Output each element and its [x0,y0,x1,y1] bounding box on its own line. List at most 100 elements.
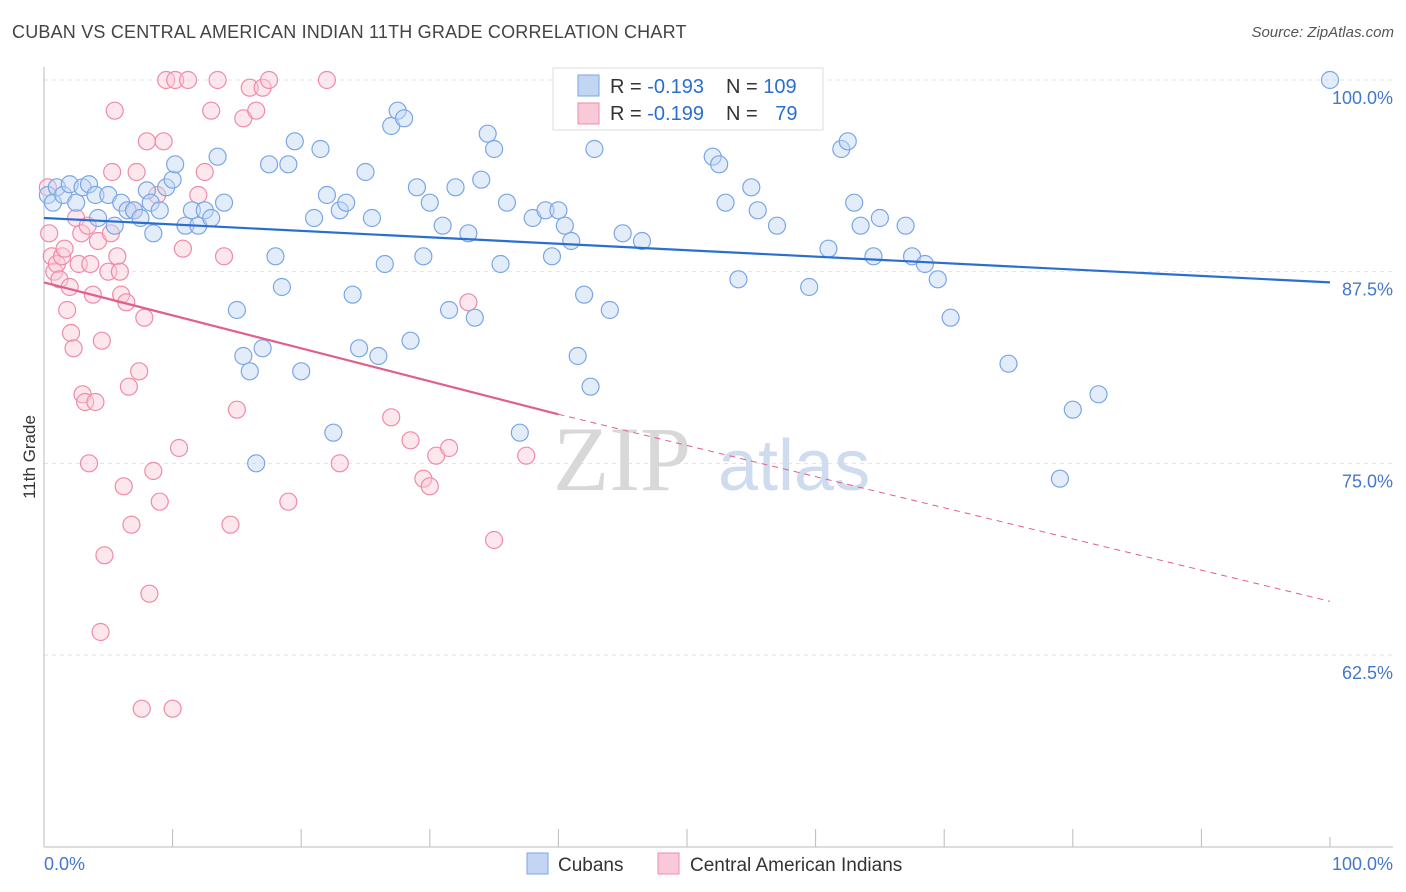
cai-point [119,377,138,396]
x-tick-label-min: 0.0% [44,854,85,874]
cai-point [240,78,259,97]
cai-point [95,546,114,565]
svg-text:N = 109: N = 109 [726,76,797,98]
cai-point [459,293,478,312]
x-axis-ticks [43,829,1331,847]
cubans-point [369,346,388,366]
legend-n-label-cai: N = [726,103,763,125]
cai-point [110,262,129,281]
cubans-point [896,216,915,235]
cubans-point [446,178,465,197]
cai-point [76,392,95,412]
cai-point [103,162,122,182]
cubans-point [915,254,935,274]
cubans-point [214,193,234,212]
cubans-point [999,354,1018,373]
cubans-point [304,208,324,228]
bottom-legend-label-cai: Central American Indians [690,855,902,876]
y-tick-label-3: 100.0% [1332,88,1393,108]
chart-source: Source: ZipAtlas.com [1251,24,1394,41]
cubans-point [864,247,883,266]
cai-point [105,101,124,120]
cubans-point [337,193,356,212]
cubans-point [324,423,343,442]
cai-trend-line [43,281,559,416]
cubans-point [585,139,604,159]
x-tick-label-max: 100.0% [1332,854,1393,874]
cai-point [144,461,163,481]
cubans-point [613,224,632,243]
cai-point [140,584,159,603]
cai-point [132,699,151,718]
cubans-point [182,201,201,220]
cubans-point [356,162,375,182]
cubans-point [88,208,108,228]
cubans-point [549,201,568,220]
cubans-point [568,346,587,366]
cai-point [166,70,185,90]
cubans-point [581,377,600,396]
cubans-point [1050,469,1070,488]
cai-point [137,132,156,151]
cubans-point [800,277,819,297]
cubans-point [742,178,761,197]
cubans-point [375,254,394,274]
cubans-point [227,300,246,320]
cubans-trend-line [43,216,1331,284]
cai-point [127,162,146,182]
cubans-point [311,139,330,159]
cai-point [214,247,234,266]
cubans-point [292,362,311,381]
cubans-point [266,247,285,266]
legend-r-label-cai: R = [610,103,647,125]
cubans-point [439,300,459,320]
cai-point [382,408,401,427]
cubans-point [767,216,787,235]
cai-point [163,699,182,718]
legend-r-label-cubans: R = [610,76,647,98]
cai-point [55,239,74,258]
cai-point [227,400,246,419]
cubans-point [465,308,484,327]
y-tick-label-0: 62.5% [1342,663,1393,683]
cai-point [91,622,110,642]
cai-point [202,101,221,120]
cai-point [401,431,420,450]
watermark-atlas: atlas [718,426,870,506]
cubans-point [928,270,947,289]
cubans-point [163,170,182,189]
legend-r-value-cubans: -0.193 [647,76,704,98]
cubans-point [272,277,292,297]
cubans-point [472,170,491,189]
cubans-point [166,155,185,174]
y-tick-labels: 62.5% 75.0% 87.5% 100.0% [1332,88,1393,683]
stats-legend: R = -0.193 N = 109 R = -0.199 N = 79 [552,67,824,131]
cai-point [154,132,173,151]
chart-title: CUBAN VS CENTRAL AMERICAN INDIAN 11TH GR… [12,22,687,42]
cubans-point [870,208,890,228]
cai-point [64,339,83,358]
cubans-points [38,70,1340,488]
cubans-point [1063,400,1082,419]
cai-point [86,392,105,412]
cubans-point [394,109,414,128]
cai-trend-line-extrapolated [558,413,1331,602]
cai-point [92,331,111,350]
cai-point [485,530,504,550]
cai-point [330,454,349,473]
cubans-point [414,247,433,266]
cai-point [58,300,77,320]
y-tick-label-2: 87.5% [1342,280,1393,300]
cubans-point [459,224,478,243]
cubans-point [819,239,838,258]
cai-point [135,308,154,327]
cai-point [173,239,192,258]
cai-point [79,454,99,473]
cubans-point [536,201,555,220]
series-legend: Cubans Central American Indians [526,852,902,876]
cai-point [40,224,59,243]
cubans-point [79,175,99,194]
cai-point [178,70,198,90]
cai-point [81,254,100,274]
cubans-point [562,231,581,251]
